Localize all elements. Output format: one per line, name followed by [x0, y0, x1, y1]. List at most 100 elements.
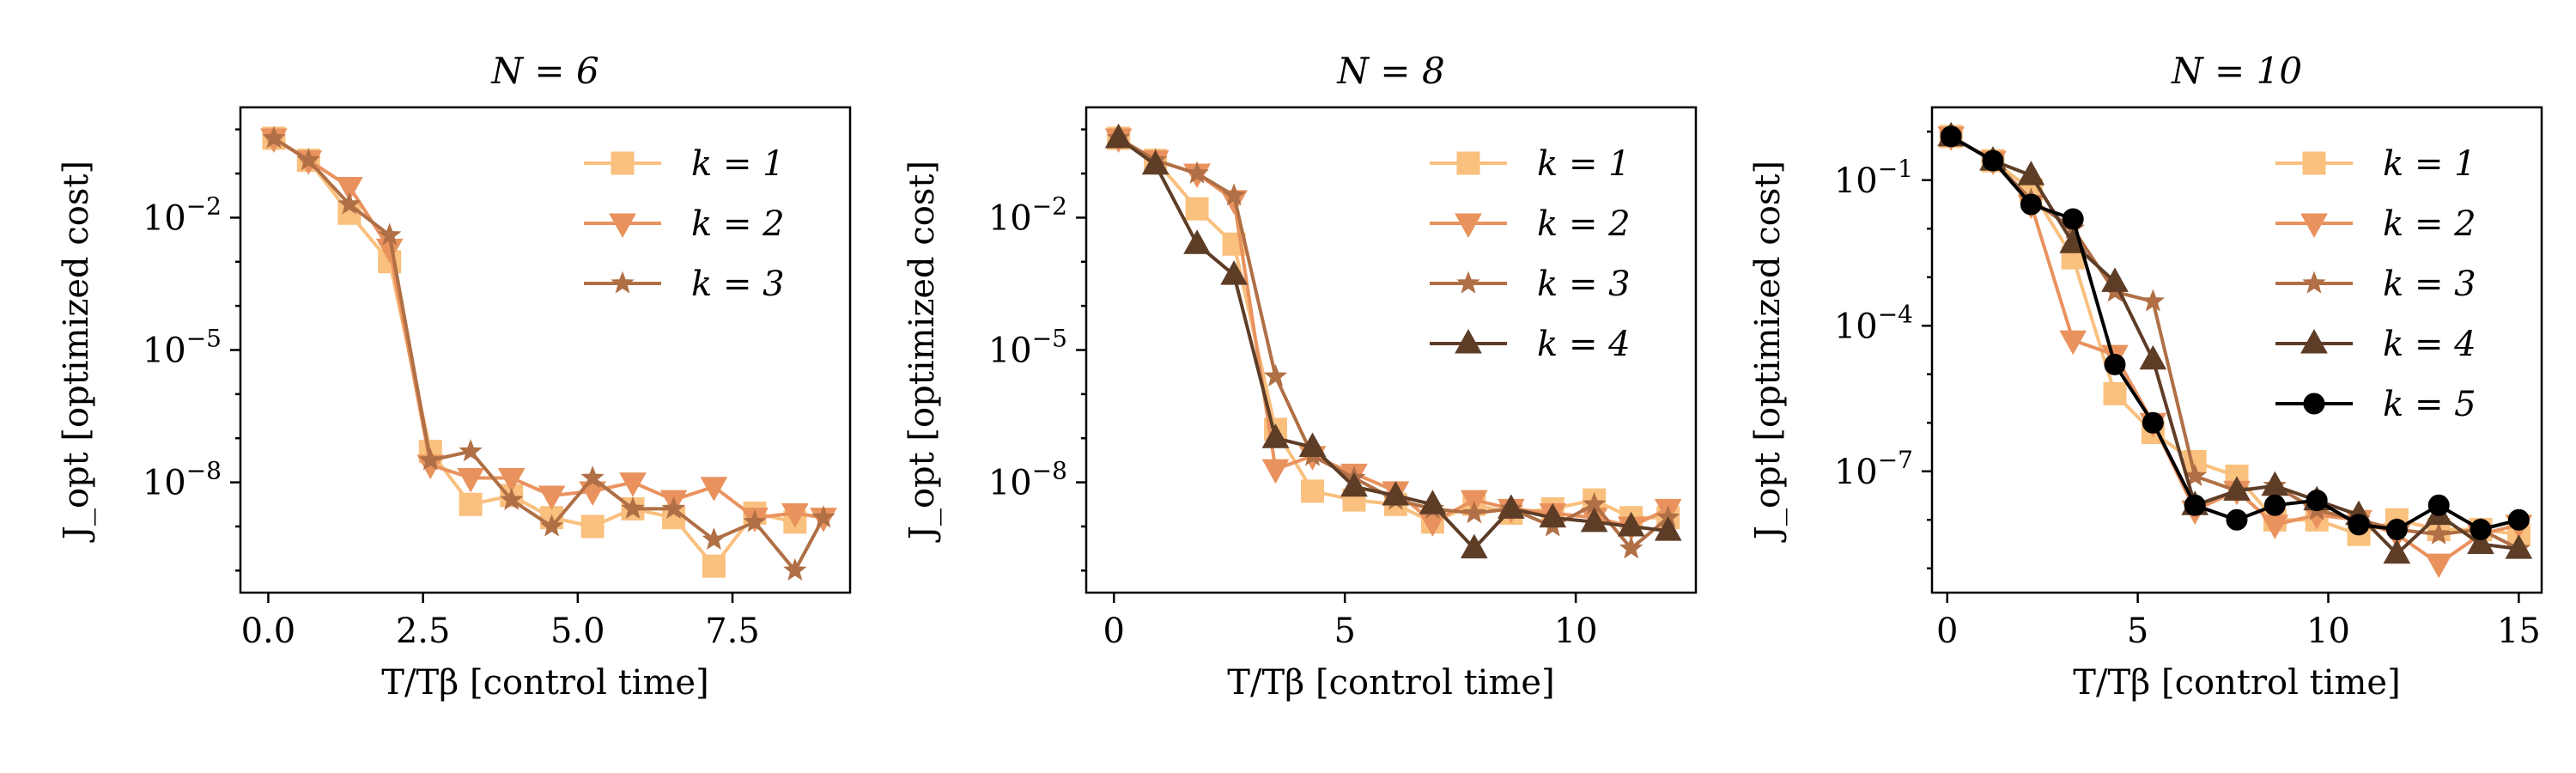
panel-title: N = 8 [1336, 50, 1444, 92]
data-point [1419, 490, 1447, 514]
data-point [2507, 508, 2530, 531]
legend-label: k = 1 [1537, 144, 1631, 184]
y-axis-label: J_opt [optimized cost] [902, 161, 942, 543]
data-point [2383, 539, 2411, 564]
data-point [1940, 125, 1962, 148]
plot-frame [1930, 106, 2543, 594]
data-point [336, 176, 363, 202]
data-point [2104, 353, 2126, 375]
data-point [2425, 553, 2453, 579]
legend-label: k = 2 [1537, 204, 1631, 244]
plot-frame [1084, 106, 1698, 594]
data-point [1185, 197, 1209, 221]
data-point [1261, 423, 1290, 448]
x-axis-label: T/Tβ [control time] [1227, 663, 1554, 703]
data-point [2226, 508, 2248, 531]
data-point [2306, 490, 2328, 512]
data-point [497, 467, 526, 493]
data-point [580, 514, 605, 539]
data-point [457, 467, 484, 493]
data-point [2059, 330, 2087, 356]
legend-marker [2300, 213, 2328, 239]
data-point [1617, 511, 1645, 537]
legend: k = 1 k = 2 k = 3 k = 4 k = 5 [2275, 144, 2476, 424]
plot-frame [239, 106, 852, 594]
data-point [1301, 479, 1325, 503]
x-tick-label: 2.5 [396, 612, 451, 651]
legend-marker [611, 271, 635, 294]
data-point [1460, 533, 1488, 559]
data-point [2103, 381, 2127, 405]
x-tick-label: 0 [1936, 612, 1958, 651]
series-k=4 [1104, 123, 1682, 559]
data-point [1982, 149, 2004, 172]
data-point [661, 496, 686, 520]
legend-marker [2302, 151, 2326, 175]
data-point [1220, 260, 1248, 285]
data-point [2223, 476, 2251, 501]
x-tick-label: 5 [2127, 612, 2148, 651]
legend-label: k = 3 [1537, 265, 1631, 304]
x-tick-label: 5 [1334, 612, 1355, 651]
x-axis-label: T/Tβ [control time] [381, 663, 708, 703]
data-point [1340, 472, 1368, 497]
legend-marker [1456, 151, 1480, 175]
data-point [418, 447, 443, 471]
data-point [1580, 507, 1608, 533]
data-point [2017, 161, 2045, 186]
series-k=5 [1940, 125, 2530, 541]
data-point [1497, 494, 1525, 519]
x-tick-label: 10 [2306, 612, 2350, 651]
data-point [1222, 183, 1246, 206]
data-point [2427, 521, 2451, 545]
data-point [2062, 208, 2084, 230]
data-point [783, 557, 807, 581]
legend-label: k = 3 [2383, 265, 2476, 304]
x-tick-label: 7.5 [705, 612, 760, 651]
series-k=1 [262, 126, 807, 578]
data-point [702, 526, 726, 551]
data-point [2263, 494, 2286, 516]
legend-marker [1455, 328, 1482, 354]
data-point [2385, 519, 2408, 541]
legend-marker [2303, 393, 2325, 415]
data-point [539, 514, 564, 537]
data-point [2427, 494, 2450, 516]
data-point [337, 192, 361, 215]
data-point [1263, 363, 1288, 386]
data-point [459, 492, 483, 516]
data-point [2470, 519, 2492, 541]
legend-label: k = 1 [2383, 144, 2476, 184]
data-point [1141, 149, 1170, 175]
data-point [2348, 514, 2370, 536]
data-point [2467, 529, 2494, 554]
data-point [2101, 267, 2129, 292]
legend-label: k = 5 [2383, 385, 2476, 424]
data-point [1261, 459, 1290, 484]
data-point [621, 496, 645, 520]
legend-marker [2302, 271, 2326, 294]
data-point [296, 148, 321, 171]
data-point [1183, 229, 1211, 254]
data-point [2184, 494, 2206, 516]
data-point [811, 505, 835, 528]
data-point [2139, 344, 2167, 370]
legend-marker [2300, 328, 2328, 354]
legend-marker [1455, 213, 1482, 239]
legend-marker [611, 151, 635, 175]
legend-label: k = 1 [691, 144, 785, 184]
legend: k = 1 k = 2 k = 3 k = 4 [1430, 144, 1631, 364]
y-axis-label: J_opt [optimized cost] [1748, 161, 1788, 543]
x-tick-label: 10 [1554, 612, 1598, 651]
data-point [1619, 536, 1643, 559]
data-point [538, 485, 566, 511]
data-point [1104, 123, 1133, 149]
legend-marker [1456, 271, 1480, 294]
data-point [702, 554, 726, 578]
y-axis-label: J_opt [optimized cost] [57, 161, 96, 543]
legend-label: k = 2 [691, 204, 785, 244]
data-point [1185, 161, 1209, 184]
